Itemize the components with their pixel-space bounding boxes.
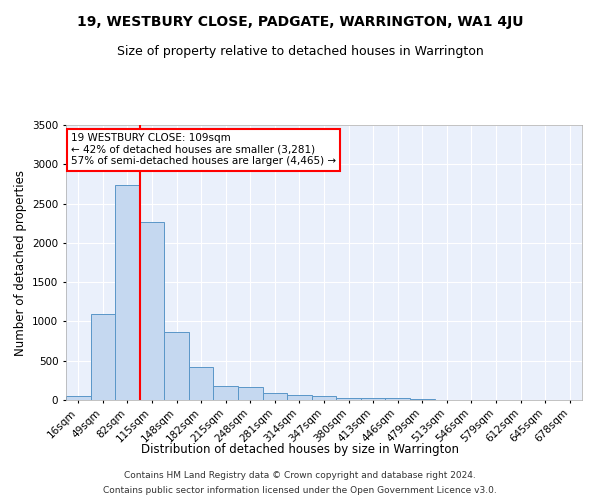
Bar <box>164 332 189 400</box>
Bar <box>263 393 287 400</box>
Bar <box>189 368 214 400</box>
Text: Contains HM Land Registry data © Crown copyright and database right 2024.: Contains HM Land Registry data © Crown c… <box>124 471 476 480</box>
Text: 19 WESTBURY CLOSE: 109sqm
← 42% of detached houses are smaller (3,281)
57% of se: 19 WESTBURY CLOSE: 109sqm ← 42% of detac… <box>71 133 336 166</box>
Bar <box>312 396 336 400</box>
Bar <box>410 399 434 400</box>
Bar <box>115 184 140 400</box>
Y-axis label: Number of detached properties: Number of detached properties <box>14 170 26 356</box>
Bar <box>91 314 115 400</box>
Bar <box>385 398 410 400</box>
Bar <box>238 387 263 400</box>
Bar <box>66 396 91 400</box>
Text: Distribution of detached houses by size in Warrington: Distribution of detached houses by size … <box>141 442 459 456</box>
Text: 19, WESTBURY CLOSE, PADGATE, WARRINGTON, WA1 4JU: 19, WESTBURY CLOSE, PADGATE, WARRINGTON,… <box>77 15 523 29</box>
Bar <box>361 398 385 400</box>
Bar <box>214 386 238 400</box>
Bar <box>140 222 164 400</box>
Bar <box>287 396 312 400</box>
Text: Contains public sector information licensed under the Open Government Licence v3: Contains public sector information licen… <box>103 486 497 495</box>
Bar <box>336 398 361 400</box>
Text: Size of property relative to detached houses in Warrington: Size of property relative to detached ho… <box>116 45 484 58</box>
